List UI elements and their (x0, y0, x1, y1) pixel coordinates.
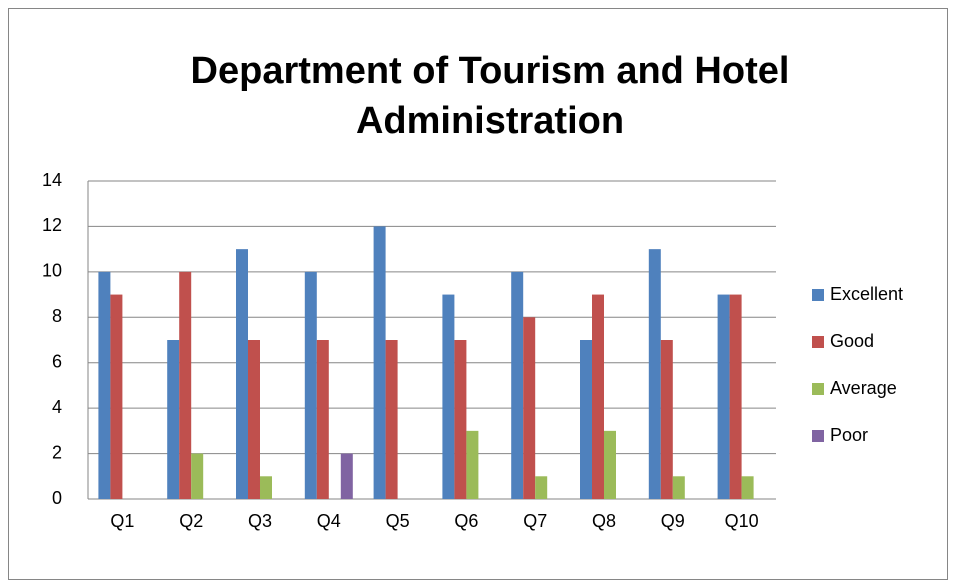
bar (580, 340, 592, 499)
bar (179, 271, 192, 499)
legend-swatch (812, 289, 824, 301)
bar (648, 249, 661, 499)
bar (167, 340, 180, 499)
bar (523, 317, 536, 499)
bar (592, 294, 604, 499)
bar (729, 294, 742, 499)
legend-label: Good (830, 331, 874, 351)
y-tick-label: 10 (42, 261, 62, 281)
y-tick-label: 0 (52, 488, 62, 508)
bar (110, 294, 123, 499)
legend-label: Poor (830, 425, 868, 445)
x-tick-label: Q9 (661, 511, 685, 531)
legend-swatch (812, 383, 824, 395)
bar (604, 430, 616, 499)
y-tick-label: 14 (42, 170, 62, 190)
bar (511, 271, 524, 499)
bar (304, 271, 317, 499)
x-tick-label: Q3 (248, 511, 272, 531)
x-tick-label: Q5 (386, 511, 410, 531)
bar (191, 453, 204, 499)
bar (535, 476, 548, 499)
x-tick-label: Q10 (725, 511, 759, 531)
y-tick-label: 12 (42, 215, 62, 235)
legend-swatch (812, 430, 824, 442)
bar (717, 294, 730, 499)
bar (373, 226, 386, 499)
bar (260, 476, 272, 499)
y-tick-label: 2 (52, 442, 62, 462)
legend-label: Excellent (830, 284, 903, 304)
bar (741, 476, 754, 499)
x-tick-label: Q2 (179, 511, 203, 531)
y-tick-label: 6 (52, 351, 62, 371)
chart-title: Department of Tourism and Hotel Administ… (190, 50, 790, 142)
bar (316, 340, 329, 499)
bar (340, 453, 353, 499)
x-tick-label: Q8 (592, 511, 616, 531)
bar (672, 476, 685, 499)
y-tick-label: 4 (52, 397, 62, 417)
bar (454, 340, 467, 499)
bar (442, 294, 455, 499)
x-tick-label: Q4 (317, 511, 341, 531)
x-tick-label: Q7 (523, 511, 547, 531)
bar (385, 340, 398, 499)
bar (466, 430, 479, 499)
x-tick-label: Q6 (454, 511, 478, 531)
legend-label: Average (830, 378, 897, 398)
y-tick-label: 8 (52, 306, 62, 326)
legend-swatch (812, 336, 824, 348)
bar (98, 271, 111, 499)
x-tick-label: Q1 (110, 511, 134, 531)
bar (248, 340, 260, 499)
bar (660, 340, 673, 499)
bar (236, 249, 248, 499)
